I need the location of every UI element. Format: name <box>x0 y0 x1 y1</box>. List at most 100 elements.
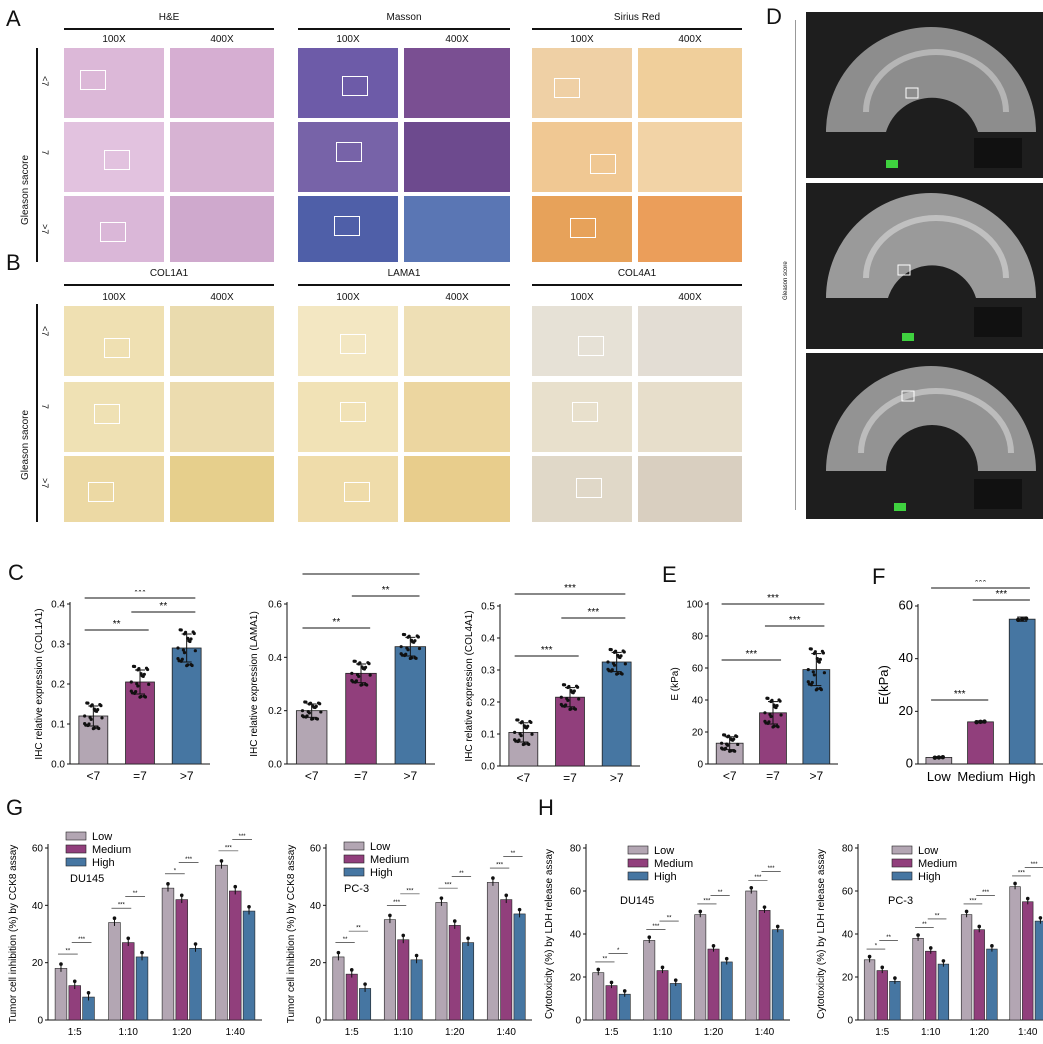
data-point <box>808 647 812 651</box>
data-point <box>1023 616 1029 621</box>
ultrasound-image-7 <box>806 183 1043 349</box>
data-point <box>491 876 495 880</box>
panel-a-title-sirius: Sirius Red <box>613 12 661 23</box>
data-point <box>723 747 727 751</box>
data-point <box>300 709 305 713</box>
ultrasound-fan <box>826 193 1036 341</box>
bar <box>960 914 973 1021</box>
significance-label: ** <box>159 601 167 612</box>
data-point <box>990 944 994 948</box>
micrograph-col4a1-gt7-100x <box>532 456 632 522</box>
data-point <box>566 685 570 690</box>
data-point <box>417 646 422 651</box>
data-point <box>139 672 143 676</box>
y-tick-label: 0 <box>575 1016 581 1027</box>
significance-label: *** <box>355 568 367 574</box>
panel-label-b: B <box>6 250 21 275</box>
data-point <box>724 956 729 961</box>
significance-label: *** <box>652 924 660 930</box>
bar <box>555 696 585 767</box>
data-point <box>466 936 470 941</box>
data-point <box>515 718 519 722</box>
x-tick-label: =7 <box>133 769 147 783</box>
bar <box>669 983 682 1021</box>
data-point <box>129 689 133 693</box>
y-axis-label: Cytotoxicity (%) by LDH release assay <box>816 849 827 1019</box>
panel-b-col1a1-mag-400: 400X <box>210 292 234 303</box>
data-point <box>673 978 678 983</box>
significance-label: *** <box>445 883 453 889</box>
legend-label: Medium <box>654 858 693 870</box>
y-tick-label: 0 <box>697 760 703 771</box>
chart-f: E(kPa) 0 20 40 60 Low Medium High *** *** *** <box>878 580 1043 784</box>
bar <box>122 942 135 1021</box>
data-point <box>811 670 815 674</box>
data-point <box>185 664 189 668</box>
legend-label: High <box>654 871 677 883</box>
significance-label: * <box>875 944 878 950</box>
data-point <box>300 714 305 718</box>
data-point <box>83 722 87 726</box>
y-axis-label: IHC relative expression (COL4A1) <box>464 610 475 761</box>
panel-b-col4a1-mag-100: 100X <box>570 292 594 303</box>
data-point <box>528 719 532 724</box>
y-tick-label: 0.1 <box>51 720 65 731</box>
significance-label: *** <box>954 689 966 700</box>
data-point <box>1019 616 1025 622</box>
legend-label: Medium <box>370 854 409 866</box>
data-point <box>179 659 183 663</box>
data-point <box>1038 916 1043 920</box>
bar <box>435 902 448 1021</box>
micrograph-lama1-gt7-400x <box>404 456 510 522</box>
data-point <box>191 630 195 634</box>
y-tick-label: 20 <box>899 703 913 718</box>
panel-label-h: H <box>538 795 554 820</box>
data-point <box>336 950 341 955</box>
x-tick-label: 1:40 <box>497 1027 517 1038</box>
data-point <box>72 979 77 984</box>
data-point <box>357 662 361 666</box>
micrograph-lama1-gt7-100x <box>298 456 398 522</box>
y-tick-label: 0.1 <box>481 730 495 741</box>
bar <box>889 981 901 1021</box>
x-tick-label: 1:20 <box>704 1027 724 1038</box>
data-point <box>188 639 192 644</box>
data-point <box>166 882 170 886</box>
panel-b-lama1-mag-100: 100X <box>336 292 360 303</box>
data-point <box>777 698 781 702</box>
significance-label: ** <box>667 916 672 922</box>
significance-label: ** <box>66 949 71 955</box>
panel-a-title-masson: Masson <box>386 12 422 23</box>
panel-b-title-rule-col4a1 <box>532 284 742 286</box>
data-point <box>311 704 315 708</box>
data-point <box>363 682 368 686</box>
y-tick-label: 60 <box>692 664 704 675</box>
legend-swatch <box>65 831 87 841</box>
x-tick-label: 1:40 <box>755 1027 775 1038</box>
legend-label: High <box>370 867 393 879</box>
y-axis-label: Tumor cell inhibition (%) by CCK8 assay <box>8 845 19 1024</box>
panel-label-g: G <box>6 795 24 820</box>
micrograph-col4a1-gt7-400x <box>638 456 742 522</box>
legend-swatch <box>627 871 649 881</box>
bar <box>771 929 784 1021</box>
micrograph-lama1-7-400x <box>404 382 510 452</box>
bar <box>601 661 632 767</box>
data-point <box>306 710 310 714</box>
ultrasound-image-lt7 <box>806 12 1043 178</box>
x-tick-label: 1:20 <box>970 1027 990 1038</box>
chart-c-col4a1: IHC relative expression (COL4A1) 0.0 0.1 0.… <box>464 583 640 785</box>
zoom-box <box>80 70 106 90</box>
y-tick-label: 100 <box>686 600 703 611</box>
panel-b-title-lama1: LAMA1 <box>387 268 421 279</box>
data-point <box>574 684 579 688</box>
data-point <box>513 730 517 734</box>
y-tick-label: 40 <box>899 650 913 665</box>
legend-swatch <box>891 871 913 881</box>
data-point <box>313 705 317 710</box>
x-tick-label: <7 <box>516 771 530 785</box>
y-tick-label: 60 <box>842 887 854 898</box>
micrograph-lama1-lt7-400x <box>404 306 510 376</box>
bar <box>410 959 423 1021</box>
significance-label: ** <box>718 890 723 896</box>
